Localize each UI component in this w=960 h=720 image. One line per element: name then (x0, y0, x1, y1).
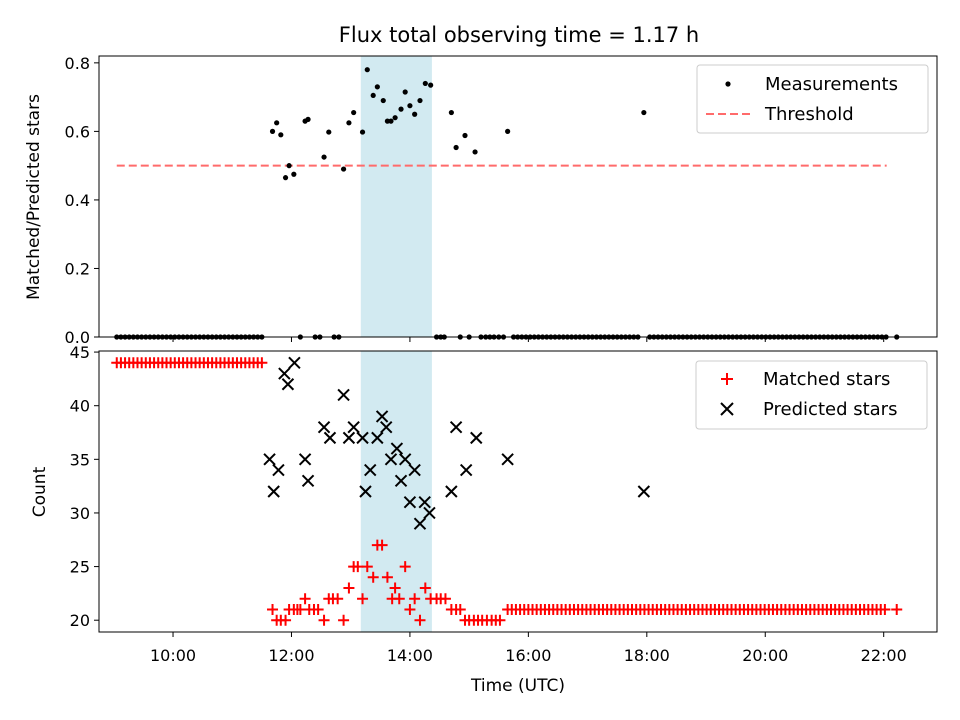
matched-stars-point (338, 615, 349, 626)
measurements-point (321, 154, 326, 159)
measurements-point (462, 133, 467, 138)
measurements-point (417, 98, 422, 103)
bottom-x-tick-label: 10:00 (150, 646, 196, 665)
bottom-x-tick-label: 20:00 (742, 646, 788, 665)
bottom-x-tick-label: 18:00 (624, 646, 670, 665)
top-plot: 0.00.20.40.60.8 Matched/Predicted stars … (24, 54, 937, 347)
measurements-point (472, 149, 477, 154)
legend-label-threshold: Threshold (764, 104, 854, 125)
measurements-point (274, 120, 279, 125)
measurements-point (449, 110, 454, 115)
legend-label-matched-stars: Matched stars (763, 369, 890, 390)
bottom-x-tick-label: 12:00 (268, 646, 314, 665)
predicted-stars-point (303, 475, 314, 486)
matched-stars-point (267, 604, 278, 615)
predicted-stars-point (279, 368, 290, 379)
measurements-point (403, 89, 408, 94)
predicted-stars-point (446, 486, 457, 497)
bottom-legend: Matched stars Predicted stars (696, 361, 927, 429)
predicted-stars-point (264, 454, 275, 465)
bottom-plot: 20 25 30 35 40 45 10:00 12:00 14:00 16:00 18:00 20… (30, 343, 937, 696)
measurements-point (283, 175, 288, 180)
bottom-y-tick-label: 35 (70, 450, 90, 469)
top-y-axis-label: Matched/Predicted stars (24, 94, 44, 300)
predicted-stars-point (289, 357, 300, 368)
predicted-stars-point (343, 432, 354, 443)
top-y-tick-label: 0.2 (65, 259, 90, 278)
top-legend: Measurements Threshold (697, 65, 928, 133)
top-y-tick-label: 0.8 (65, 54, 90, 73)
bottom-y-tick-label: 40 (70, 397, 90, 416)
bottom-y-tick-label: 30 (70, 504, 90, 523)
top-y-axis: 0.00.20.40.60.8 (65, 54, 99, 347)
predicted-stars-point (338, 389, 349, 400)
matched-stars-point (319, 615, 330, 626)
chart-title: Flux total observing time = 1.17 h (339, 23, 699, 47)
measurements-point (428, 83, 433, 88)
measurements-point (291, 172, 296, 177)
measurements-point (341, 166, 346, 171)
measurements-point (278, 132, 283, 137)
measurements-point (375, 84, 380, 89)
bottom-x-tick-label: 22:00 (861, 646, 907, 665)
bottom-y-axis-label: Count (30, 466, 50, 517)
measurements-point (270, 129, 275, 134)
measurements-point (381, 98, 386, 103)
measurements-point (346, 120, 351, 125)
matched-stars-point (343, 583, 354, 594)
measurements-point (360, 129, 365, 134)
measurements-point (412, 112, 417, 117)
measurements-point (407, 103, 412, 108)
predicted-stars-point (461, 465, 472, 476)
bottom-y-tick-label: 20 (70, 611, 90, 630)
predicted-stars-point (319, 422, 330, 433)
legend-marker-measurements (725, 81, 730, 86)
bottom-y-axis: 20 25 30 35 40 45 (70, 343, 99, 630)
measurements-point (505, 129, 510, 134)
predicted-stars-point (268, 486, 279, 497)
bottom-y-tick-label: 45 (70, 343, 90, 362)
legend-label-measurements: Measurements (765, 74, 898, 95)
predicted-stars-point (471, 432, 482, 443)
bottom-x-tick-label: 16:00 (505, 646, 551, 665)
measurements-point (371, 93, 376, 98)
predicted-stars-point (282, 379, 293, 390)
predicted-stars-point (638, 486, 649, 497)
measurements-point (351, 110, 356, 115)
predicted-stars-point (348, 422, 359, 433)
predicted-stars-point (273, 465, 284, 476)
bottom-y-tick-label: 25 (70, 558, 90, 577)
measurements-point (393, 115, 398, 120)
predicted-stars-point (502, 454, 513, 465)
measurements-point (305, 117, 310, 122)
matched-stars-point (300, 593, 311, 604)
measurements-point (423, 81, 428, 86)
legend-label-predicted-stars: Predicted stars (763, 399, 897, 420)
observing-window-span-top (361, 56, 432, 337)
top-y-tick-label: 0.4 (65, 191, 90, 210)
top-y-tick-label: 0.6 (65, 122, 90, 141)
matched-stars-point (891, 604, 902, 615)
predicted-stars-point (300, 454, 311, 465)
measurements-point (398, 107, 403, 112)
measurements-point (326, 129, 331, 134)
bottom-x-axis: 10:00 12:00 14:00 16:00 18:00 20:00 22:00 (150, 632, 907, 665)
measurements-point (287, 163, 292, 168)
measurements-point (365, 67, 370, 72)
bottom-x-tick-label: 14:00 (387, 646, 433, 665)
measurements-point (641, 110, 646, 115)
x-axis-label: Time (UTC) (470, 676, 565, 696)
observing-window-span-bottom (361, 351, 432, 632)
predicted-stars-point (324, 432, 335, 443)
measurements-point (388, 119, 393, 124)
predicted-stars-point (451, 422, 462, 433)
measurements-point (454, 145, 459, 150)
